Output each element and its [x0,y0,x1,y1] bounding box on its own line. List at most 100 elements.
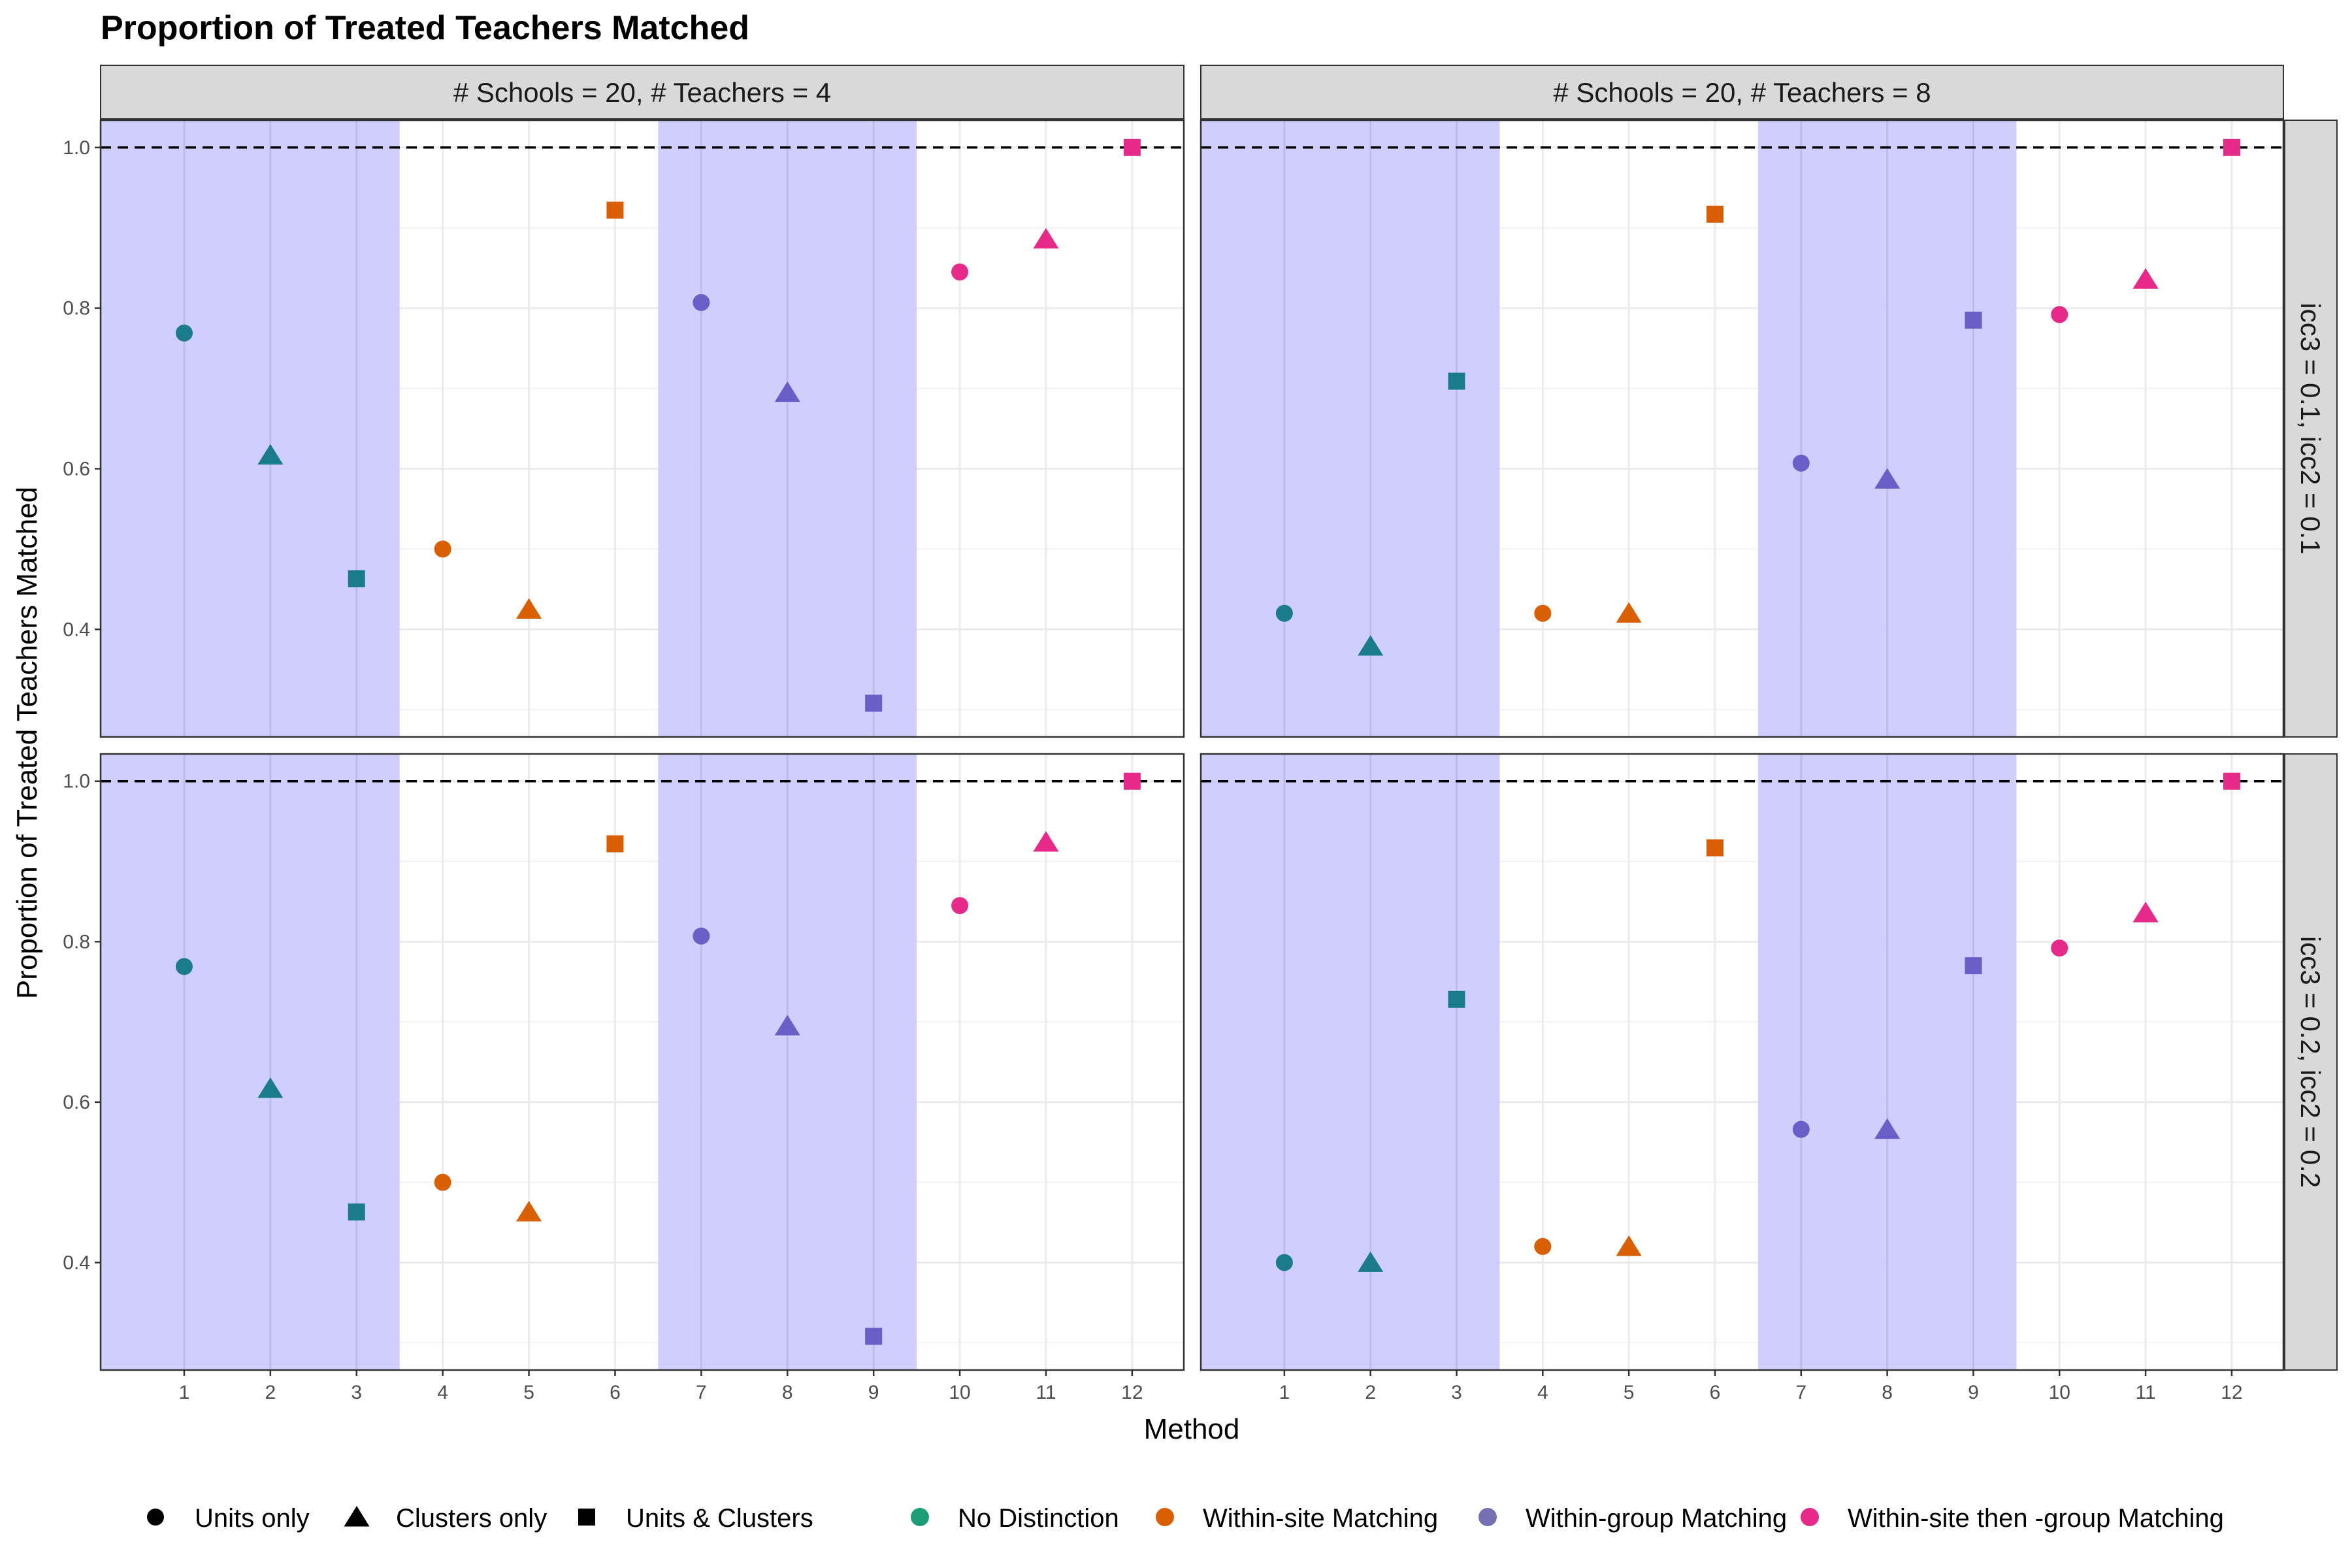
data-point [1616,602,1642,623]
legend-symbol [1156,1508,1174,1526]
data-point [2051,939,2068,957]
x-tick-label: 7 [696,1382,707,1403]
data-point [951,897,969,915]
data-point [257,444,284,465]
x-tick-label: 11 [2136,1382,2156,1403]
data-point [774,381,800,402]
col-strip-1: # Schools = 20, # Teachers = 4 [100,65,1184,120]
row-strip-background [2284,753,2338,1371]
y-tick-label: 0.8 [63,931,90,953]
x-tick-label: 1 [1279,1382,1290,1403]
x-tick-label: 12 [1121,1382,1143,1403]
x-tick-label: 6 [1710,1382,1721,1403]
shaded-band [1201,754,1500,1370]
x-tick-label: 4 [437,1382,448,1403]
x-tick-label: 1 [179,1382,190,1403]
panel-r2-c1: 0.40.60.81.01 2 3 4 5 6 7 8 9 10 11 12 [63,753,1185,1403]
x-tick-label: 2 [1365,1382,1376,1403]
y-tick-label: 0.8 [63,298,90,319]
data-point [348,1203,365,1221]
shaded-band [1201,120,1500,737]
x-tick-label: 2 [265,1382,276,1403]
col-strip-background [1200,65,2284,120]
legend-shape-item: Units & Clusters [578,1504,813,1533]
data-point [1358,635,1384,656]
legend: Units only Clusters only Units & Clusters N… [147,1504,2224,1533]
x-tick-label: 4 [1537,1382,1548,1403]
data-point [1123,139,1141,156]
x-tick-label: 3 [351,1382,362,1403]
row-strip-label: icc3 = 0.1, icc2 = 0.1 [2295,302,2326,554]
legend-label: No Distinction [958,1504,1119,1533]
panel-border [99,753,1185,1371]
data-point [774,1015,800,1036]
data-point [515,1201,542,1222]
data-point [434,540,451,558]
data-point [175,958,193,975]
y-tick-label: 1.0 [63,137,90,159]
legend-symbol [1801,1508,1819,1526]
data-point [865,1328,883,1345]
x-tick-label: 9 [868,1382,879,1403]
panels-layer: # Schools = 20, # Teachers = 4 # Schools … [63,65,2338,1403]
data-point [1275,604,1293,622]
x-tick-label: 5 [523,1382,534,1403]
x-tick-label: 12 [2221,1382,2242,1403]
data-point [515,598,542,619]
y-tick-label: 0.4 [63,1252,90,1273]
x-tick-label: 6 [610,1382,621,1403]
data-point [865,694,883,712]
legend-symbol [578,1509,595,1526]
legend-symbol [1478,1508,1497,1526]
data-point [1706,839,1723,857]
data-point [348,570,365,587]
legend-color-item: Within-group Matching [1478,1504,1787,1533]
data-point [1706,205,1723,223]
y-tick-label: 0.6 [63,458,90,480]
x-tick-label: 10 [949,1382,970,1403]
legend-label: Within-group Matching [1526,1504,1787,1533]
row-strip-background [2284,120,2338,738]
data-point [2223,139,2240,156]
legend-label: Units & Clusters [626,1504,813,1533]
shaded-band [101,754,400,1370]
data-point [1534,604,1552,622]
legend-shape-item: Clusters only [344,1504,547,1533]
legend-label: Units only [195,1504,310,1533]
x-axis-title: Method [1144,1413,1240,1445]
chart-title: Proportion of Treated Teachers Matched [101,9,749,47]
row-strip-1: icc3 = 0.1, icc2 = 0.1 [2284,120,2338,738]
legend-label: Clusters only [396,1504,547,1533]
data-point [257,1077,284,1098]
legend-shape-item: Units only [147,1504,310,1533]
y-axis-title: Proportion of Treated Teachers Matched [11,487,43,999]
data-point [1792,454,1810,472]
x-tick-label: 7 [1795,1382,1806,1403]
data-point [1448,372,1465,390]
data-point [1792,1120,1810,1138]
shaded-band [101,120,400,737]
data-point [2132,268,2159,289]
data-point [2051,306,2068,323]
panel-border [1200,119,2285,738]
data-point [1874,1118,1901,1139]
legend-color-item: No Distinction [911,1504,1119,1533]
y-tick-label: 1.0 [63,771,90,792]
legend-color-item: Within-site Matching [1156,1504,1438,1533]
x-tick-label: 11 [1036,1382,1056,1403]
col-strip-label: # Schools = 20, # Teachers = 8 [1553,77,1931,108]
data-point [2132,902,2159,923]
data-point [1275,1254,1293,1271]
data-point [1534,1237,1552,1255]
x-tick-label: 8 [782,1382,793,1403]
data-point [2223,772,2240,790]
data-point [693,927,710,945]
data-point [1123,772,1141,790]
data-point [175,324,193,342]
data-point [693,294,710,312]
x-tick-label: 5 [1624,1382,1635,1403]
col-strip-2: # Schools = 20, # Teachers = 8 [1200,65,2284,120]
y-tick-label: 0.6 [63,1092,90,1113]
panel-r1-c1: 0.4 0.6 0.8 1.0 [63,119,1185,738]
data-point [606,835,624,853]
